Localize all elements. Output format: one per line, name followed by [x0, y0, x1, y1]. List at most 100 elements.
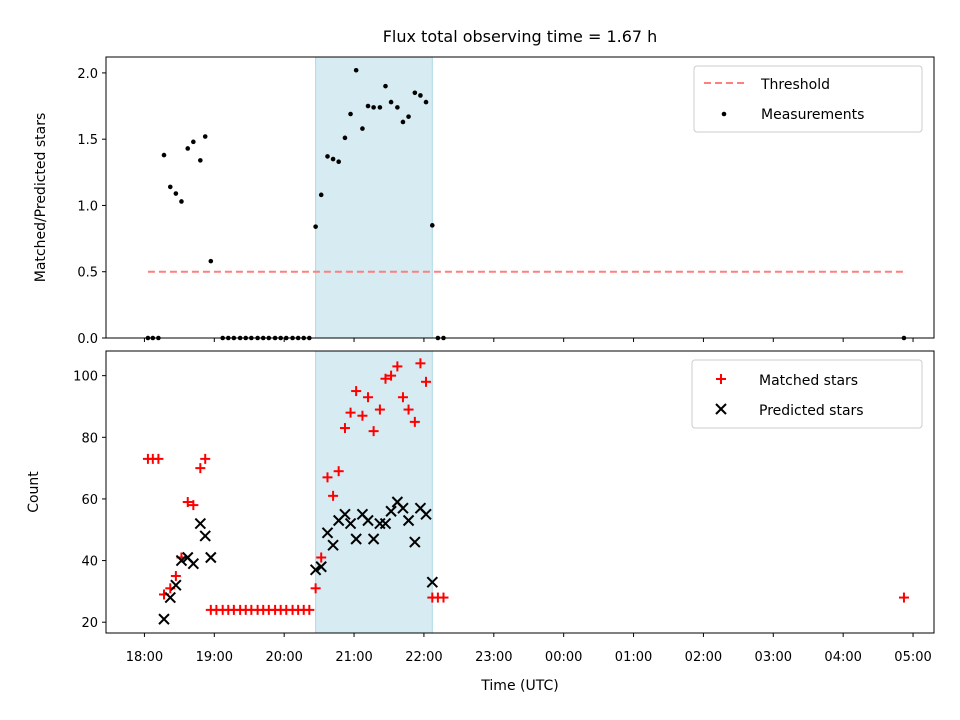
measurement-point [353, 67, 359, 73]
predicted-star-point [175, 554, 188, 567]
measurement-point [406, 114, 411, 119]
chart-title: Flux total observing time = 1.67 h [383, 27, 658, 46]
count-legend: Matched stars Predicted stars [691, 359, 923, 429]
count-legend-box [691, 359, 923, 429]
matched-star-point [333, 466, 344, 477]
predicted-stars-legend-marker [715, 403, 727, 415]
ratio-y-tick-label: 0.0 [77, 332, 98, 347]
predicted-star-point [164, 591, 176, 604]
predicted-stars-legend-swatch [715, 403, 727, 415]
matched-star-point [380, 373, 391, 384]
matched-star-point [182, 497, 193, 508]
measurements-legend-label: Measurements [761, 107, 864, 123]
matched-star-point [322, 472, 333, 483]
predicted-star-point [385, 505, 397, 517]
measurement-point [400, 119, 406, 125]
count-plot-frame [105, 350, 935, 634]
matched-star-point [357, 410, 368, 421]
ratio-y-axis-title: Matched/Predicted stars [33, 113, 49, 283]
ratio-x-axis [143, 338, 914, 342]
matched-star-point [328, 490, 339, 501]
measurement-point [412, 90, 418, 96]
matched-star-point [397, 392, 408, 403]
measurement-point [185, 146, 191, 151]
matched-stars-legend-label: Matched stars [759, 373, 858, 389]
measurements-legend-swatch [721, 111, 727, 117]
predicted-star-point [362, 514, 374, 527]
predicted-star-point [315, 561, 327, 573]
measurement-point [336, 159, 341, 165]
matched-star-point [195, 463, 206, 474]
threshold-legend-label: Threshold [760, 77, 830, 93]
matched-star-point [188, 500, 199, 511]
measurement-point [161, 152, 167, 158]
count-y-axis: 20 40 60 80 100 [73, 370, 106, 631]
measurement-point [313, 224, 318, 229]
matched-stars-legend-marker [716, 374, 726, 384]
measurement-point [348, 111, 353, 117]
matched-star-point [304, 604, 315, 615]
matched-star-point [363, 392, 374, 403]
time-x-axis: 18:00 19:00 20:00 21:00 22:00 23:00 00:00 01:00… [126, 633, 932, 665]
matched-star-point [415, 358, 426, 369]
predicted-star-point [420, 508, 432, 521]
ratio-legend-box [693, 65, 923, 133]
matched-star-point [409, 416, 420, 427]
measurement-point [395, 105, 400, 110]
ratio-y-tick-label: 1.0 [77, 199, 98, 214]
measurement-point [325, 154, 330, 159]
ratio-plot-frame [105, 56, 935, 339]
predicted-star-point [409, 536, 421, 548]
measurement-point [167, 184, 173, 190]
measurement-point [430, 223, 435, 228]
ratio-legend: Threshold Measurements [693, 65, 923, 133]
time-x-tick-label: 19:00 [196, 650, 233, 665]
measurement-point [365, 103, 371, 109]
measurement-point [202, 134, 208, 139]
time-x-tick-label: 01:00 [615, 650, 652, 665]
predicted-star-point [170, 579, 182, 591]
time-x-tick-label: 00:00 [545, 650, 582, 665]
time-x-tick-label: 18:00 [126, 650, 163, 665]
count-y-tick-label: 40 [81, 555, 98, 570]
predicted-star-point [344, 517, 357, 530]
predicted-star-point [426, 576, 439, 588]
measurement-point [173, 191, 179, 196]
predicted-star-point [205, 551, 217, 564]
matched-star-point [368, 426, 379, 437]
predicted-star-point [350, 533, 362, 545]
matched-star-point [316, 552, 327, 563]
time-x-tick-label: 02:00 [685, 650, 722, 665]
measurement-point [208, 258, 214, 264]
measurement-point [383, 83, 388, 89]
matched-star-point [345, 407, 356, 418]
observing-span-shade-top [315, 56, 433, 339]
ratio-y-tick-label: 0.5 [77, 266, 98, 281]
time-x-tick-label: 23:00 [475, 650, 512, 665]
matched-star-point [153, 453, 164, 464]
predicted-star-point [379, 517, 392, 530]
matched-star-point [898, 592, 909, 603]
matched-star-point [351, 386, 362, 397]
predicted-star-point [309, 564, 322, 576]
matched-star-point [438, 592, 449, 603]
time-x-tick-label: 20:00 [265, 650, 302, 665]
matched-star-point [310, 583, 321, 594]
time-x-tick-label: 04:00 [824, 650, 861, 665]
matched-star-point [392, 361, 403, 372]
measurement-point [318, 192, 324, 198]
predicted-star-point [397, 502, 409, 514]
matched-stars-legend-swatch [716, 374, 726, 384]
measurement-point [342, 135, 348, 141]
time-x-tick-label: 03:00 [755, 650, 792, 665]
predicted-star-point [199, 530, 211, 542]
measurement-point [179, 199, 184, 204]
predicted-star-point [194, 517, 207, 530]
ratio-panel: 0.00.51.01.52.0 Matched/Predicted stars … [33, 56, 935, 347]
matched-star-point [403, 404, 414, 415]
count-y-tick-label: 20 [81, 616, 98, 631]
predicted-star-point [367, 533, 380, 545]
count-panel: 20 40 60 80 100 18:00 19:00 20:00 21:00 22:00 23:… [26, 350, 935, 694]
ratio-y-tick-label: 2.0 [77, 67, 98, 82]
